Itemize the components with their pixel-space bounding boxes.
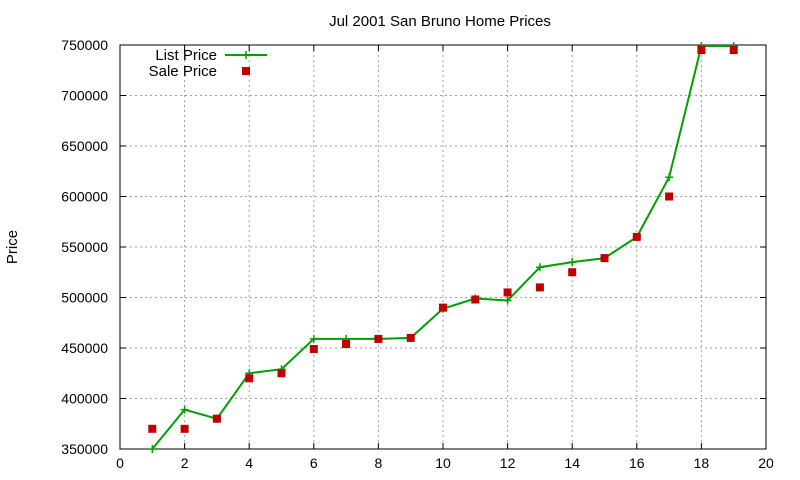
sale-price-point [568,268,577,277]
x-tick-label: 12 [500,455,516,471]
sale-price-point [309,345,318,354]
sale-price-point [600,254,609,263]
x-tick-label: 16 [629,455,645,471]
x-tick-label: 8 [375,455,383,471]
grid-lines [120,45,766,449]
list-price-point [535,263,544,272]
list-price-point [568,258,577,267]
sale-price-point [632,232,641,241]
series-layer [148,42,738,453]
y-tick-label: 650000 [61,138,108,154]
x-tick-label: 10 [435,455,451,471]
legend-label-1: Sale Price [149,63,217,80]
sale-price-point [665,192,674,201]
sale-price-point [277,369,286,378]
sale-price-point [180,424,189,433]
y-tick-label: 500000 [61,290,108,306]
sale-price-point [729,46,738,55]
sale-price-point [471,295,480,304]
y-tick-label: 400000 [61,391,108,407]
list-price-point [180,405,189,414]
sale-price-point [342,339,351,348]
list-price-point [503,296,512,305]
x-tick-label: 20 [758,455,774,471]
y-tick-label: 750000 [61,37,108,53]
sale-price-point [148,424,157,433]
x-tick-label: 0 [116,455,124,471]
x-tick-label: 18 [694,455,710,471]
sale-price-point [374,334,383,343]
x-tick-label: 14 [564,455,580,471]
legend-square-swatch [242,67,250,75]
sale-price-point [697,46,706,55]
chart-title: Jul 2001 San Bruno Home Prices [329,13,551,30]
sale-price-point [439,303,447,312]
x-tick-label: 4 [245,455,253,471]
legend-plus-swatch [242,51,250,59]
list-price-point [665,173,674,182]
sale-price-point [245,374,254,383]
axis-ticks: 0 2 4 6 8 10 12 14 16 18 20 350000 400000 450000 50000… [61,37,774,471]
series-sale-price [148,46,738,433]
sale-price-point [503,288,512,297]
list-price-point [309,334,318,343]
list-price-point [148,445,157,453]
sale-price-point [212,414,221,423]
y-tick-label: 600000 [61,189,108,205]
sale-price-point [406,333,415,342]
x-tick-label: 6 [310,455,318,471]
y-axis-label: Price [4,230,21,264]
x-tick-label: 2 [181,455,189,471]
y-tick-label: 550000 [61,239,108,255]
legend-label-0: List Price [155,47,217,64]
y-tick-label: 450000 [61,340,108,356]
y-tick-label: 700000 [61,88,108,104]
y-tick-label: 350000 [61,441,108,457]
sale-price-point [535,283,544,292]
